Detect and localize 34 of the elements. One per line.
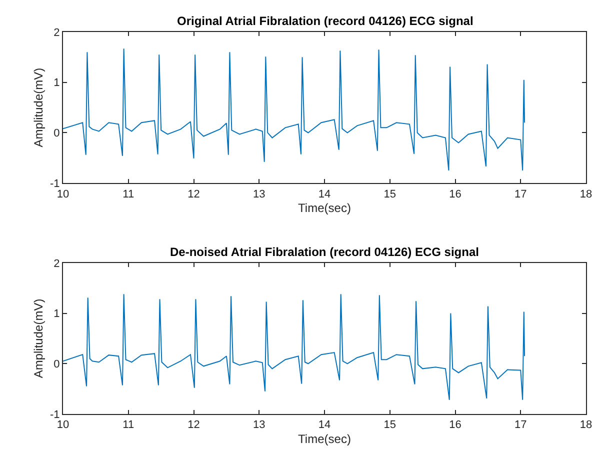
x-tick-label: 14 bbox=[318, 188, 331, 200]
chart-title: De-noised Atrial Fibralation (record 04126) ECG signal bbox=[170, 245, 479, 259]
x-tick-label: 18 bbox=[580, 188, 592, 200]
y-axis-title: Amplitude(mV) bbox=[31, 298, 46, 378]
x-tick-label: 16 bbox=[449, 419, 462, 432]
x-tick-label: 13 bbox=[253, 419, 266, 432]
x-tick-label: 13 bbox=[253, 188, 266, 200]
x-tick-label: 11 bbox=[122, 188, 134, 200]
x-tick-label: 11 bbox=[122, 419, 134, 432]
x-tick-label: 14 bbox=[318, 419, 331, 432]
x-tick-label: 12 bbox=[188, 419, 200, 432]
x-tick-label: 15 bbox=[384, 419, 396, 432]
y-tick-label: 1 bbox=[54, 77, 60, 90]
x-tick-label: 10 bbox=[56, 188, 70, 200]
x-axis-title: Time(sec) bbox=[298, 201, 351, 216]
y-tick-label: -1 bbox=[50, 408, 60, 421]
x-tick-label: 16 bbox=[449, 188, 462, 200]
y-tick-label: 2 bbox=[54, 26, 60, 39]
x-tick-label: 12 bbox=[188, 188, 200, 200]
y-tick-label: 0 bbox=[54, 128, 60, 140]
y-tick-label: -1 bbox=[50, 178, 60, 190]
y-tick-label: 0 bbox=[54, 358, 60, 370]
x-tick-label: 10 bbox=[56, 419, 70, 432]
x-tick-label: 17 bbox=[514, 419, 527, 432]
y-tick-label: 2 bbox=[54, 258, 60, 270]
x-tick-label: 17 bbox=[514, 188, 527, 200]
y-axis-title: Amplitude(mV) bbox=[31, 68, 46, 148]
x-tick-label: 15 bbox=[384, 188, 396, 200]
chart-title: Original Atrial Fibralation (record 04126) ECG signal bbox=[177, 14, 474, 28]
line-series bbox=[63, 48, 526, 171]
line-series bbox=[63, 294, 526, 400]
x-axis-title: Time(sec) bbox=[298, 432, 351, 446]
x-tick-label: 18 bbox=[580, 419, 592, 432]
y-tick-label: 1 bbox=[54, 308, 60, 320]
